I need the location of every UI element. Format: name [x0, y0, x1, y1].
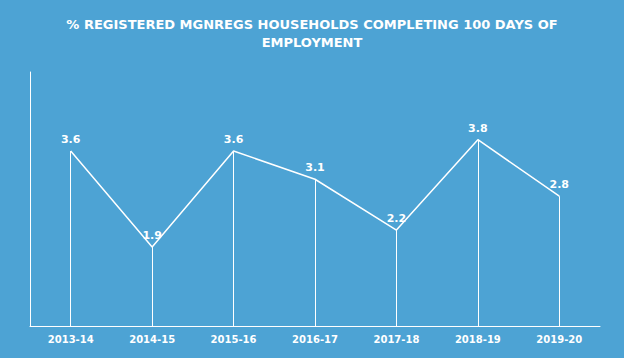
svg-text:% REGISTERED MGNREGS HOUSEHOLD: % REGISTERED MGNREGS HOUSEHOLDS COMPLETI… — [66, 17, 557, 32]
svg-text:2016-17: 2016-17 — [292, 334, 338, 345]
svg-text:3.6: 3.6 — [224, 133, 244, 146]
svg-text:2.8: 2.8 — [550, 178, 570, 191]
svg-text:2017-18: 2017-18 — [373, 334, 419, 345]
svg-text:2018-19: 2018-19 — [455, 334, 501, 345]
svg-text:2.2: 2.2 — [387, 212, 407, 225]
svg-text:2019-20: 2019-20 — [536, 334, 582, 345]
svg-text:3.8: 3.8 — [468, 122, 488, 135]
svg-text:1.9: 1.9 — [142, 229, 162, 242]
svg-text:2014-15: 2014-15 — [129, 334, 175, 345]
svg-text:3.1: 3.1 — [305, 161, 325, 174]
svg-text:EMPLOYMENT: EMPLOYMENT — [262, 35, 363, 50]
svg-text:3.6: 3.6 — [61, 133, 81, 146]
svg-text:2013-14: 2013-14 — [48, 334, 94, 345]
svg-text:2015-16: 2015-16 — [211, 334, 257, 345]
